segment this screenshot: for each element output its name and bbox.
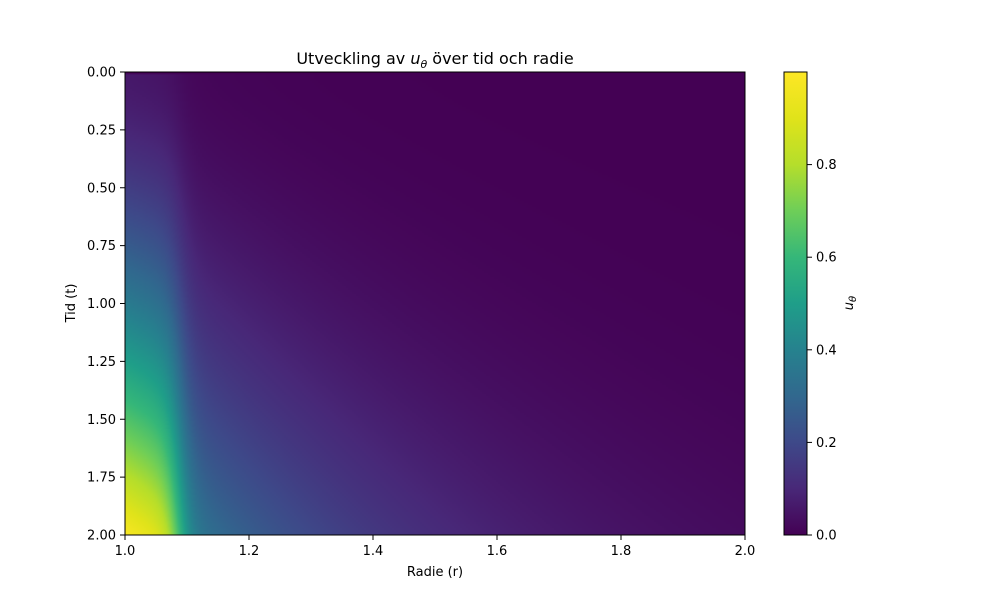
colorbar-tick-label: 0.0 [816, 529, 837, 544]
y-tick-label: 0.00 [87, 66, 116, 81]
colorbar-tick-label: 0.8 [816, 158, 837, 173]
chart-title: Utveckling av uθ över tid och radie [296, 49, 573, 71]
colorbar-label: uθ [842, 296, 859, 310]
y-tick-label: 0.25 [87, 123, 116, 138]
colorbar-tick-label: 0.4 [816, 343, 837, 358]
x-tick-label: 2.0 [735, 544, 756, 559]
x-axis-label: Radie (r) [407, 565, 463, 580]
y-tick-label: 1.50 [87, 413, 116, 428]
y-axis-label: Tid (t) [64, 284, 79, 324]
colorbar-tick-label: 0.2 [816, 436, 837, 451]
heatmap-image [125, 72, 745, 535]
y-tick-label: 2.00 [87, 529, 116, 544]
y-tick-label: 1.25 [87, 355, 116, 370]
y-tick-label: 1.00 [87, 297, 116, 312]
x-axis: 1.0 1.2 1.4 1.6 1.8 2.0 [115, 535, 756, 559]
colorbar-axis: 0.0 0.2 0.4 0.6 0.8 [807, 158, 837, 544]
x-tick-label: 1.8 [611, 544, 632, 559]
y-tick-label: 0.75 [87, 239, 116, 254]
colorbar [783, 71, 808, 536]
x-tick-label: 1.6 [487, 544, 508, 559]
y-tick-label: 1.75 [87, 471, 116, 486]
x-tick-label: 1.2 [239, 544, 260, 559]
x-tick-label: 1.4 [363, 544, 384, 559]
x-tick-label: 1.0 [115, 544, 136, 559]
colorbar-tick-label: 0.6 [816, 251, 837, 266]
y-axis: 0.00 0.25 0.50 0.75 1.00 1.25 1.50 1.75 2.00 [87, 66, 125, 544]
y-tick-label: 0.50 [87, 181, 116, 196]
